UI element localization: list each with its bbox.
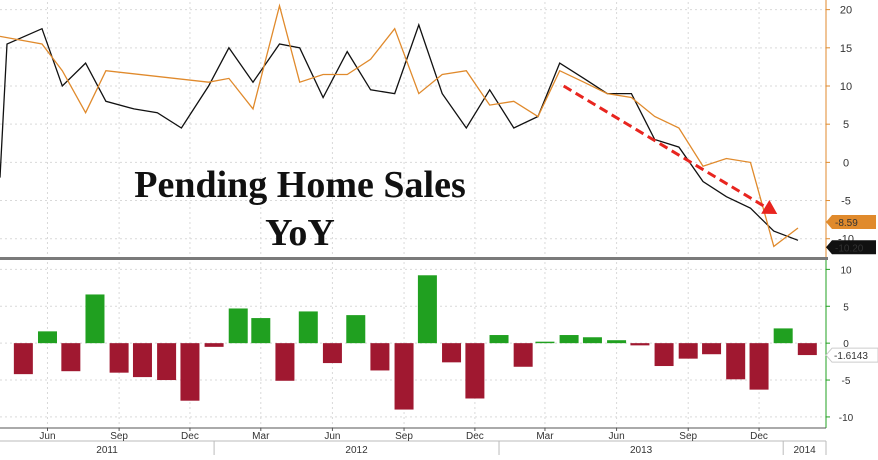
x-month-label: Dec: [181, 431, 199, 442]
bar: [773, 328, 793, 344]
x-month-label: Mar: [252, 431, 270, 442]
bar: [251, 318, 271, 344]
bar: [37, 331, 57, 344]
x-month-label: Sep: [395, 431, 413, 442]
bar: [630, 343, 650, 346]
bar: [157, 343, 177, 381]
x-year-label: 2013: [630, 445, 653, 455]
top-y-tick-label: 20: [840, 5, 852, 17]
top-panel-lines: [0, 3, 799, 248]
chart-labels: 20151050-5-101050-5-10-10.20-8.59-1.6143…: [39, 5, 878, 456]
trend-arrow-shaft: [562, 84, 775, 214]
bar: [607, 340, 627, 344]
bar: [180, 343, 200, 401]
last-value-label-orange: -8.59: [835, 218, 858, 229]
bar: [394, 343, 414, 410]
bar: [132, 343, 152, 378]
panel-separator: [0, 257, 828, 260]
bar: [298, 311, 318, 344]
top-y-tick-label: -5: [841, 196, 851, 208]
bottom-y-tick-label: 0: [843, 339, 849, 350]
bar: [465, 343, 485, 399]
x-month-label: Mar: [536, 431, 554, 442]
bar: [109, 343, 129, 373]
bottom-y-tick-label: -5: [842, 376, 851, 387]
chart-axes: [0, 0, 830, 455]
chart-subtitle: YoY: [265, 212, 335, 254]
bar: [654, 343, 674, 367]
x-month-label: Dec: [750, 431, 768, 442]
x-year-label: 2012: [345, 445, 368, 455]
top-y-tick-label: 15: [840, 43, 852, 55]
bar: [442, 343, 462, 363]
top-y-tick-label: 10: [840, 81, 852, 93]
top-panel-grid: [0, 2, 826, 254]
x-year-label: 2014: [793, 445, 816, 455]
x-month-label: Jun: [324, 431, 340, 442]
bar: [726, 343, 746, 380]
x-month-label: Sep: [679, 431, 697, 442]
bottom-last-value-tag: [825, 347, 878, 363]
bar: [13, 343, 33, 375]
bar: [797, 343, 817, 356]
chart-title: Pending Home Sales: [134, 164, 465, 206]
bar: [85, 294, 105, 344]
series-line-orange: [0, 3, 799, 248]
bottom-panel-bars: [13, 275, 817, 410]
bar: [61, 343, 81, 372]
top-y-tick-label: 0: [843, 157, 849, 169]
bar: [322, 343, 342, 364]
bar: [489, 335, 509, 344]
bar: [370, 343, 390, 371]
bar: [417, 275, 437, 344]
x-month-label: Jun: [39, 431, 55, 442]
top-y-tick-label: 5: [843, 119, 849, 131]
bar: [749, 343, 769, 390]
series-line-black: [0, 22, 799, 241]
bar: [513, 343, 533, 367]
bar: [275, 343, 295, 381]
trend-arrow-head: [761, 199, 778, 215]
bar: [678, 343, 698, 359]
x-year-label: 2011: [96, 445, 118, 455]
bottom-last-value-label: -1.6143: [834, 351, 868, 362]
bottom-y-tick-label: 10: [840, 265, 852, 276]
bottom-y-tick-label: -10: [839, 413, 854, 424]
x-month-label: Jun: [609, 431, 625, 442]
bar: [582, 337, 602, 344]
bar: [702, 343, 722, 355]
last-value-tag-orange: [826, 214, 876, 229]
bottom-y-tick-label: 5: [843, 302, 849, 313]
x-month-label: Dec: [466, 431, 484, 442]
x-month-label: Sep: [110, 431, 128, 442]
bar: [559, 335, 579, 344]
bar: [346, 315, 366, 344]
bar: [535, 341, 555, 344]
last-value-tag-black: [826, 240, 876, 255]
bar: [228, 308, 248, 344]
bar: [204, 343, 224, 347]
last-value-label-black: -10.20: [835, 243, 864, 254]
